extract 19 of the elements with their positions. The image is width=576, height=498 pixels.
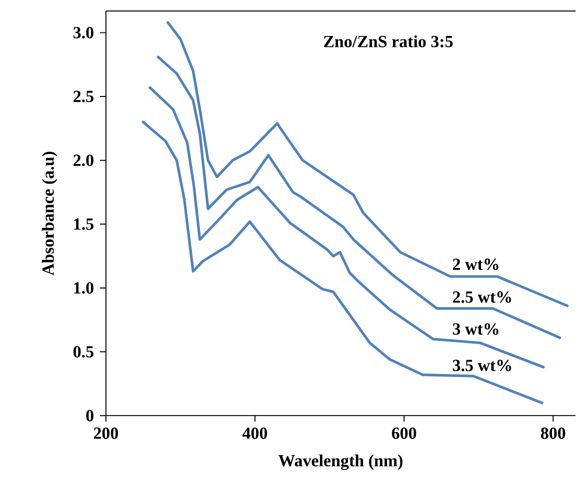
x-tick-label: 600: [392, 428, 416, 440]
y-tick-label: 1.5: [74, 218, 94, 230]
series-label: 3 wt%: [452, 323, 498, 336]
y-tick-label: 2.0: [74, 154, 94, 166]
series-label: 2 wt%: [452, 258, 498, 270]
y-tick-label: 3.0: [73, 27, 94, 39]
x-tick-label: 800: [540, 428, 566, 440]
y-tick-label: 0: [86, 410, 94, 422]
x-tick-label: 400: [242, 428, 268, 440]
x-tick-label: 200: [94, 428, 118, 440]
y-axis-title: Absorbance (a.u): [42, 152, 58, 276]
y-tick-label: 2.5: [74, 90, 94, 102]
series-label: 2.5 wt%: [452, 292, 512, 304]
y-tick-label: 0.5: [73, 346, 94, 358]
series-label: 3.5 wt%: [452, 360, 512, 372]
line-series: [142, 120, 544, 404]
x-axis-title: Wavelength (nm): [278, 454, 402, 470]
annotation: Zno/ZnS ratio 3:5: [324, 36, 453, 48]
y-tick-label: 1.0: [74, 282, 94, 294]
